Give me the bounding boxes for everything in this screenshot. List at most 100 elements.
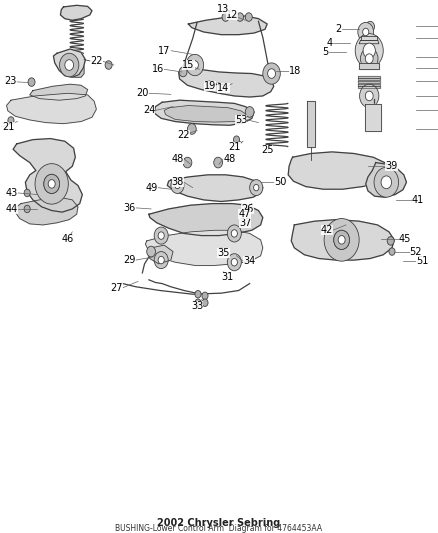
Polygon shape	[60, 5, 92, 20]
Circle shape	[387, 237, 394, 245]
Text: 51: 51	[416, 256, 428, 266]
Text: 12: 12	[226, 10, 238, 20]
Circle shape	[214, 157, 223, 168]
Circle shape	[195, 290, 201, 298]
Circle shape	[334, 230, 350, 249]
Circle shape	[381, 176, 392, 189]
Polygon shape	[179, 65, 274, 97]
Circle shape	[355, 34, 383, 68]
Text: 19: 19	[204, 82, 216, 91]
Circle shape	[35, 164, 68, 204]
Text: 53: 53	[235, 115, 247, 125]
Circle shape	[44, 174, 60, 193]
Circle shape	[154, 252, 168, 269]
Text: 52: 52	[410, 247, 422, 256]
Circle shape	[250, 180, 263, 196]
Text: 17: 17	[159, 46, 171, 55]
Polygon shape	[15, 197, 78, 225]
Circle shape	[154, 227, 168, 244]
Text: 39: 39	[385, 161, 398, 171]
Text: 34: 34	[243, 256, 255, 266]
Polygon shape	[145, 230, 263, 265]
Circle shape	[237, 13, 244, 21]
Circle shape	[334, 230, 350, 249]
Text: 36: 36	[124, 203, 136, 213]
Circle shape	[179, 67, 187, 77]
Polygon shape	[358, 81, 380, 83]
Circle shape	[360, 48, 378, 69]
Text: 37: 37	[239, 218, 251, 228]
Text: 22: 22	[178, 130, 190, 140]
Polygon shape	[164, 106, 247, 122]
Polygon shape	[366, 163, 406, 197]
Circle shape	[231, 259, 237, 266]
Circle shape	[24, 205, 30, 213]
Circle shape	[360, 84, 379, 108]
Text: 48: 48	[172, 154, 184, 164]
Text: 45: 45	[399, 234, 411, 244]
Polygon shape	[7, 93, 96, 124]
Circle shape	[48, 180, 55, 188]
Text: BUSHING-Lower Control Arm  Diagram for 4764453AA: BUSHING-Lower Control Arm Diagram for 47…	[116, 524, 322, 533]
Circle shape	[389, 248, 395, 255]
Circle shape	[8, 117, 14, 124]
Polygon shape	[154, 100, 254, 125]
Text: 20: 20	[137, 88, 149, 98]
Polygon shape	[358, 78, 380, 80]
Circle shape	[324, 219, 359, 261]
Polygon shape	[188, 16, 267, 35]
Circle shape	[24, 189, 30, 197]
Text: 38: 38	[172, 177, 184, 187]
Polygon shape	[361, 36, 377, 40]
Circle shape	[338, 236, 345, 244]
Circle shape	[158, 256, 164, 264]
Polygon shape	[359, 41, 379, 44]
Text: 2: 2	[336, 25, 342, 34]
Polygon shape	[291, 220, 394, 260]
Text: 46: 46	[62, 234, 74, 244]
Text: 21: 21	[228, 142, 240, 151]
Circle shape	[263, 63, 280, 84]
Text: 23: 23	[4, 76, 17, 86]
Circle shape	[268, 69, 276, 78]
Text: 48: 48	[223, 154, 236, 164]
Circle shape	[231, 230, 237, 237]
Text: 15: 15	[182, 60, 194, 70]
Text: 18: 18	[289, 66, 301, 76]
Circle shape	[175, 182, 180, 189]
Polygon shape	[149, 204, 263, 236]
Text: 44: 44	[5, 204, 18, 214]
Circle shape	[60, 53, 79, 77]
Polygon shape	[69, 54, 84, 77]
Polygon shape	[358, 84, 380, 86]
Text: 42: 42	[321, 225, 333, 235]
Circle shape	[44, 174, 60, 193]
Text: 27: 27	[110, 283, 123, 293]
Circle shape	[147, 246, 155, 257]
Polygon shape	[358, 86, 380, 88]
Circle shape	[183, 157, 192, 168]
Circle shape	[254, 184, 259, 191]
Circle shape	[207, 81, 212, 87]
Circle shape	[202, 299, 208, 306]
Circle shape	[374, 167, 399, 197]
Polygon shape	[359, 63, 379, 69]
Polygon shape	[30, 84, 88, 100]
Circle shape	[358, 22, 374, 42]
Polygon shape	[288, 152, 391, 189]
Circle shape	[233, 136, 240, 143]
Circle shape	[195, 299, 201, 306]
Circle shape	[227, 254, 241, 271]
Circle shape	[187, 124, 196, 134]
Polygon shape	[53, 49, 85, 77]
Text: 35: 35	[217, 248, 230, 258]
Circle shape	[363, 28, 369, 36]
Circle shape	[28, 78, 35, 86]
Circle shape	[366, 21, 374, 32]
Text: 47: 47	[238, 209, 251, 219]
Polygon shape	[358, 76, 380, 78]
Circle shape	[365, 91, 373, 101]
Text: 13: 13	[217, 4, 230, 13]
Polygon shape	[148, 245, 173, 264]
Circle shape	[191, 61, 198, 69]
